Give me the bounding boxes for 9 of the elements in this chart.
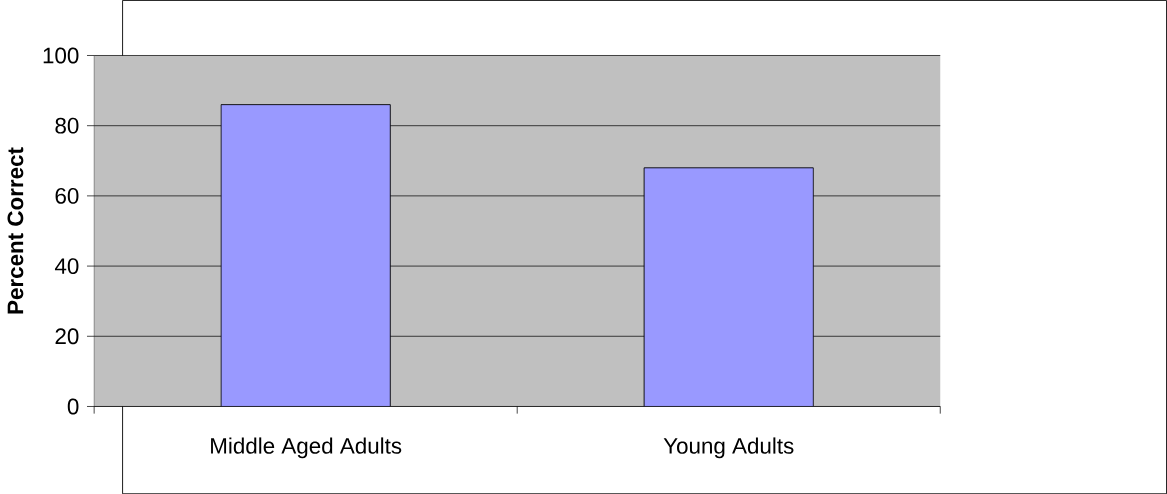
- y-tick-label: 100: [43, 47, 79, 64]
- y-tick-label: 20: [55, 328, 79, 345]
- y-tick-label: 60: [55, 187, 79, 204]
- y-tick-label: 40: [54, 258, 79, 274]
- y-tick-label: 80: [55, 117, 79, 134]
- x-tick-label: Young Adults: [663, 437, 794, 459]
- x-tick-label: Middle Aged Adults: [211, 437, 402, 459]
- y-tick-label: 0: [67, 398, 79, 415]
- y-axis-title: Percent Correct: [7, 147, 24, 314]
